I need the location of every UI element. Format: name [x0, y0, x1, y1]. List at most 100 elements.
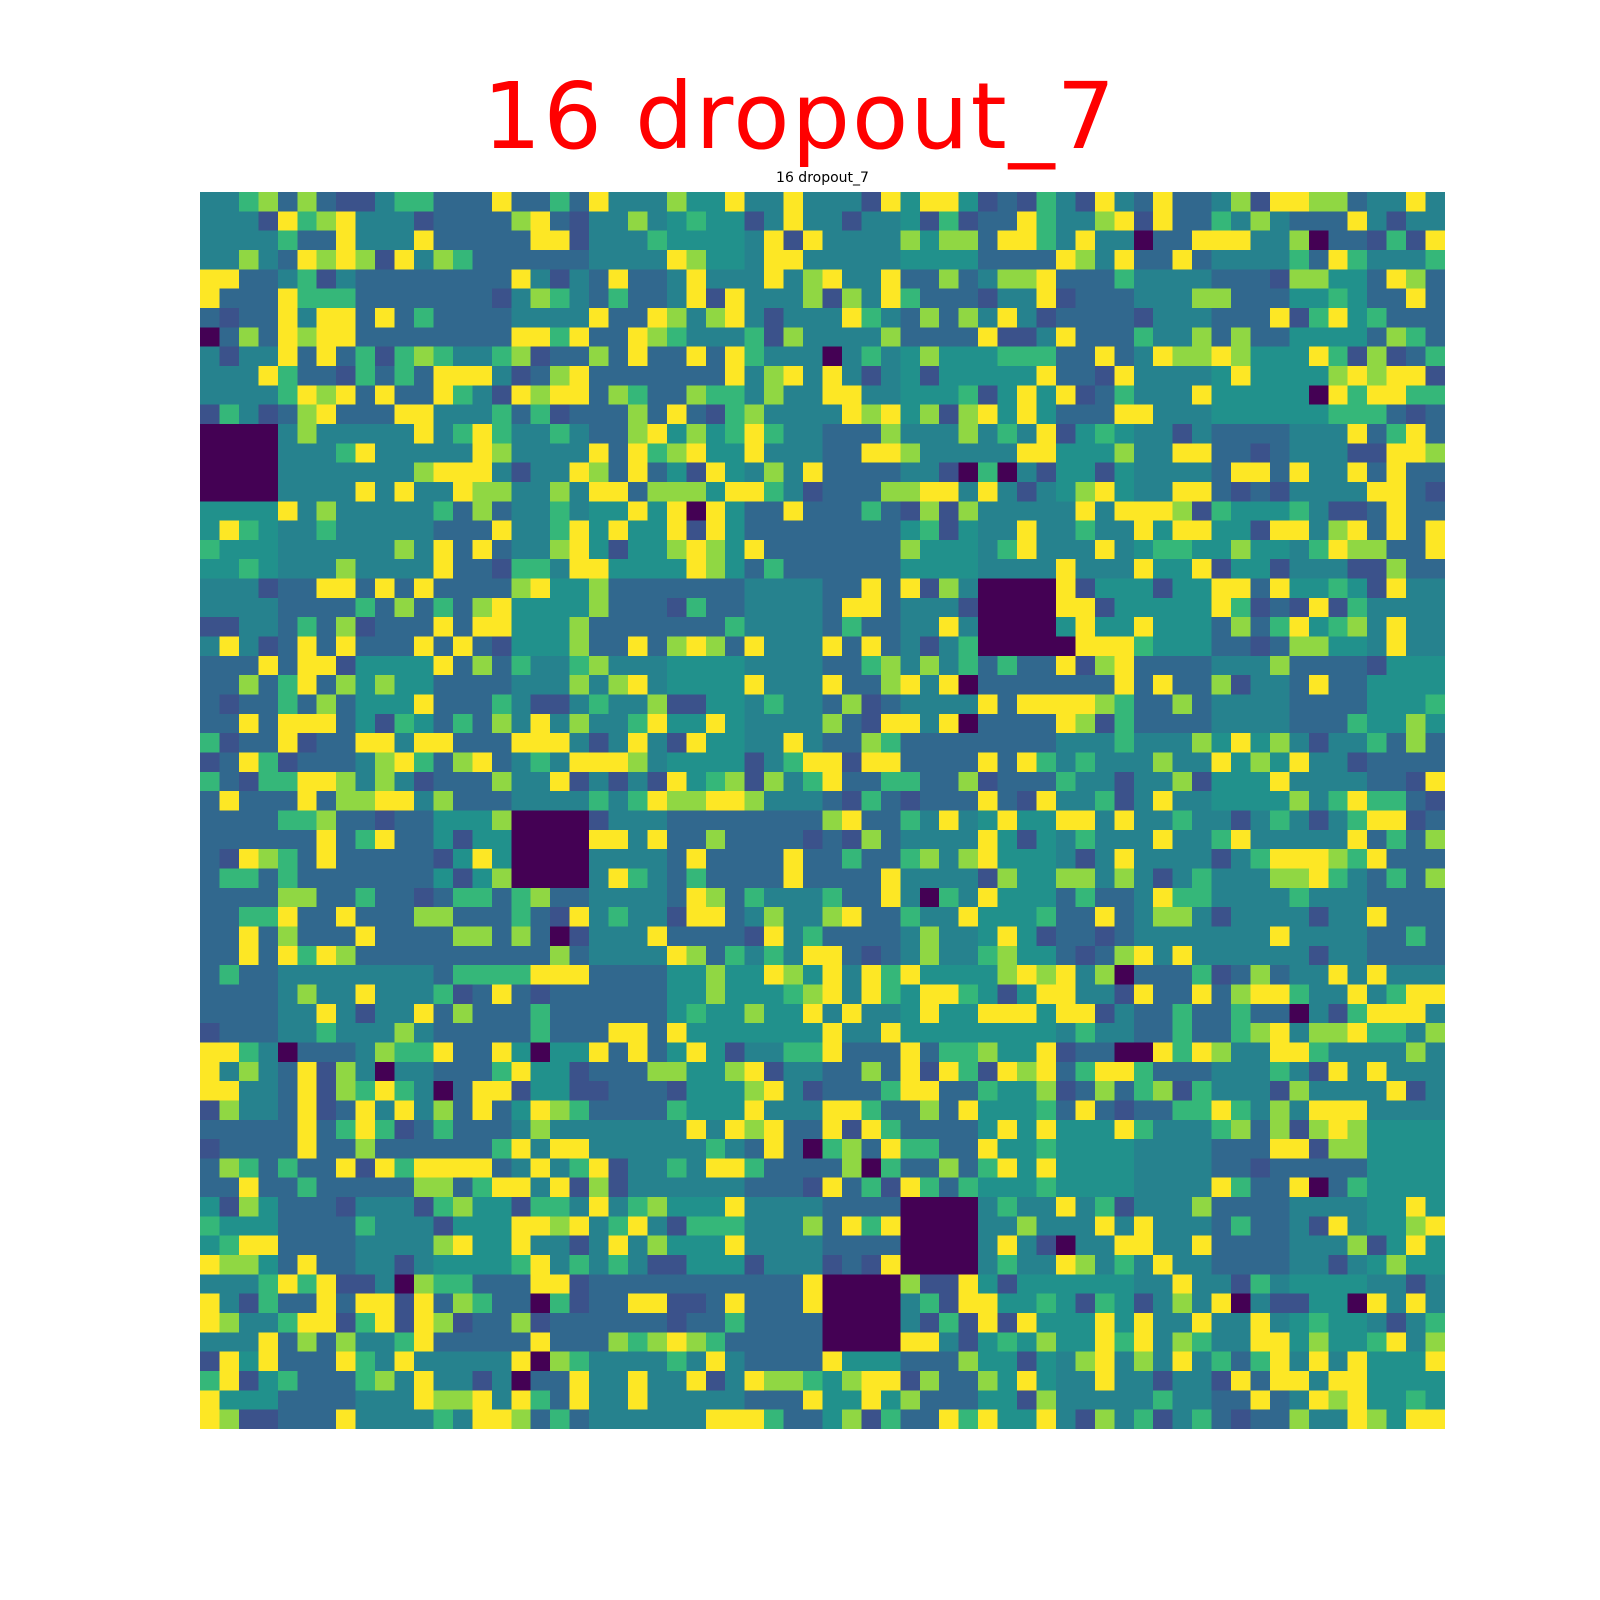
heatmap-cell	[413, 365, 435, 386]
heatmap-cell	[1192, 945, 1213, 966]
heatmap-cell	[997, 230, 1018, 251]
heatmap-cell	[433, 1061, 454, 1082]
heatmap-cell	[200, 1351, 221, 1372]
heatmap-cell	[472, 984, 493, 1005]
heatmap-cell	[277, 307, 298, 328]
heatmap-cell	[589, 1177, 610, 1198]
heatmap-cell	[764, 694, 785, 715]
heatmap-cell	[394, 829, 415, 850]
heatmap-cell	[1192, 965, 1213, 986]
heatmap-cell	[336, 346, 357, 367]
heatmap-cell	[1017, 307, 1038, 328]
heatmap-cell	[511, 984, 532, 1005]
heatmap-cell	[880, 887, 901, 908]
heatmap-cell	[316, 404, 337, 425]
heatmap-cell	[550, 1293, 571, 1314]
heatmap-cell	[511, 1003, 532, 1024]
heatmap-cell	[1211, 520, 1232, 541]
heatmap-cell	[394, 694, 415, 715]
heatmap-cell	[1328, 1158, 1349, 1179]
heatmap-cell	[647, 307, 668, 328]
heatmap-cell	[336, 539, 357, 560]
heatmap-cell	[1017, 675, 1038, 696]
heatmap-cell	[1289, 481, 1310, 502]
heatmap-cell	[997, 984, 1018, 1005]
heatmap-cell	[803, 1197, 824, 1217]
heatmap-cell	[705, 829, 726, 850]
heatmap-cell	[627, 655, 649, 676]
heatmap-cell	[764, 752, 785, 773]
heatmap-cell	[1231, 791, 1252, 812]
heatmap-cell	[219, 887, 240, 908]
heatmap-cell	[1328, 1023, 1349, 1044]
heatmap-cell	[919, 578, 940, 599]
heatmap-cell	[413, 868, 435, 889]
heatmap-cell	[647, 636, 668, 657]
heatmap-cell	[919, 1061, 940, 1082]
heatmap-cell	[997, 269, 1018, 290]
heatmap-cell	[705, 1371, 726, 1391]
heatmap-cell	[1269, 520, 1290, 541]
heatmap-cell	[939, 1216, 960, 1237]
heatmap-cell	[608, 636, 629, 657]
heatmap-cell	[589, 965, 610, 986]
heatmap-cell	[1075, 713, 1096, 734]
heatmap-cell	[978, 230, 999, 251]
heatmap-cell	[258, 501, 279, 522]
heatmap-cell	[764, 1042, 785, 1063]
heatmap-cell	[219, 636, 240, 657]
heatmap-cell	[1075, 269, 1096, 290]
heatmap-cell	[1192, 1216, 1213, 1237]
heatmap-cell	[1386, 385, 1407, 406]
heatmap-cell	[666, 1371, 687, 1391]
heatmap-cell	[258, 810, 279, 831]
heatmap-cell	[491, 559, 512, 580]
heatmap-cell	[355, 1371, 376, 1391]
heatmap-cell	[297, 1100, 318, 1121]
heatmap-cell	[1308, 346, 1329, 367]
heatmap-cell	[1269, 1351, 1290, 1372]
heatmap-cell	[744, 192, 765, 212]
heatmap-cell	[375, 385, 396, 406]
heatmap-cell	[666, 404, 687, 425]
heatmap-cell	[1153, 539, 1174, 560]
heatmap-cell	[1250, 192, 1271, 212]
heatmap-cell	[725, 1371, 746, 1391]
heatmap-cell	[1269, 945, 1290, 966]
heatmap-cell	[472, 462, 493, 483]
heatmap-cell	[919, 423, 940, 444]
heatmap-cell	[1133, 617, 1154, 638]
heatmap-cell	[219, 269, 240, 290]
heatmap-cell	[803, 578, 824, 599]
heatmap-cell	[452, 1003, 473, 1024]
heatmap-cell	[452, 327, 473, 348]
heatmap-cell	[686, 211, 707, 232]
heatmap-cell	[1328, 675, 1349, 696]
heatmap-cell	[1192, 288, 1213, 309]
heatmap-cell	[822, 307, 843, 328]
heatmap-cell	[1386, 443, 1407, 464]
heatmap-cell	[1114, 1409, 1135, 1429]
heatmap-cell	[686, 849, 707, 870]
heatmap-cell	[1055, 1390, 1076, 1411]
heatmap-cell	[569, 636, 590, 657]
heatmap-cell	[647, 1371, 668, 1391]
heatmap-cell	[861, 829, 882, 850]
heatmap-cell	[1250, 211, 1271, 232]
heatmap-cell	[258, 423, 279, 444]
heatmap-cell	[511, 1023, 532, 1044]
heatmap-cell	[686, 1313, 707, 1333]
heatmap-cell	[978, 617, 999, 638]
heatmap-cell	[725, 230, 746, 251]
heatmap-cell	[919, 1351, 940, 1372]
heatmap-cell	[1036, 752, 1057, 773]
heatmap-cell	[452, 211, 473, 232]
heatmap-cell	[589, 1235, 610, 1256]
heatmap-cell	[803, 481, 824, 502]
heatmap-cell	[900, 829, 921, 850]
heatmap-cell	[1250, 1409, 1271, 1429]
heatmap-cell	[783, 1216, 804, 1237]
heatmap-cell	[219, 1313, 240, 1333]
heatmap-cell	[939, 1409, 960, 1429]
heatmap-cell	[608, 1216, 629, 1237]
